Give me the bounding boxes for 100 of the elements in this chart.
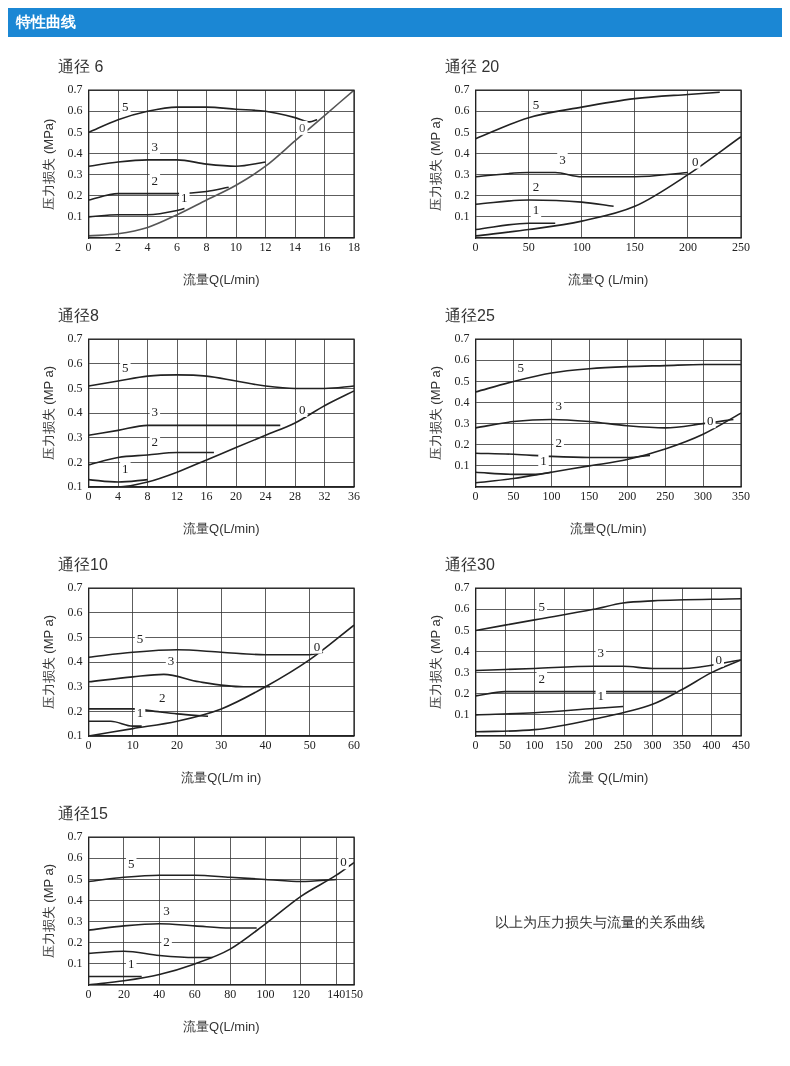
x-axis-title: 流量 Q(L/min) [568,769,649,785]
series-label: 2 [158,690,166,706]
y-tick-label: 0.6 [67,355,83,370]
y-tick-label: 0.4 [67,405,83,420]
y-axis-title: 压力损失 (MP a) [428,365,444,461]
y-tick-label: 0.5 [67,124,83,139]
y-tick-label: 0.4 [454,145,470,160]
y-tick-label: 0.2 [67,187,83,202]
x-tick-label: 4 [144,240,151,255]
series-label: 2 [163,934,170,950]
series-label: 3 [167,653,175,669]
y-tick-label: 0.3 [454,664,470,679]
series-label: 2 [538,670,546,686]
series-label: 3 [163,902,170,918]
series-label: 5 [517,360,525,376]
series-label: 3 [151,404,159,420]
x-tick-label: 6 [174,240,181,255]
x-tick-label: 100 [542,489,561,504]
series-label: 1 [181,189,188,205]
x-tick-label: 350 [732,489,750,504]
y-tick-label: 0.4 [454,394,470,409]
x-tick-label: 8 [203,240,210,255]
x-tick-label: 50 [507,489,520,504]
y-tick-label: 0.3 [67,166,83,181]
x-tick-label: 150 [625,240,644,255]
x-tick-label: 250 [732,240,750,255]
y-axis-title: 压力损失 (MP a) [41,365,57,461]
x-axis-title: 流量Q(L/min) [183,271,260,287]
x-tick-label: 20 [117,987,130,1002]
series-label: 3 [597,645,605,661]
x-tick-label: 150 [345,987,363,1002]
x-tick-label: 14 [289,240,302,255]
y-tick-label: 0.6 [454,103,470,118]
x-tick-label: 450 [732,738,750,753]
y-tick-label: 0.7 [67,331,83,346]
series-label: 5 [122,98,129,114]
chart-title: 通径 6 [58,57,105,77]
x-axis-title: 流量Q(L/min) [183,520,260,536]
x-tick-label: 12 [259,240,272,255]
y-tick-label: 0.1 [454,209,470,224]
chart-title: 通径25 [445,306,496,326]
y-tick-label: 0.1 [67,956,83,971]
y-tick-label: 0.1 [67,209,83,224]
x-axis-title: 流量Q(L/m in) [181,769,262,785]
x-tick-label: 0 [85,738,92,753]
x-tick-label: 200 [678,240,697,255]
x-tick-label: 28 [289,489,302,504]
series-label: 0 [715,651,723,667]
y-tick-label: 0.7 [67,82,83,97]
y-tick-label: 0.6 [454,601,470,616]
x-tick-label: 100 [572,240,591,255]
series-label: 0 [707,413,714,429]
x-tick-label: 0 [85,987,92,1002]
series-label: 3 [555,398,562,414]
chart-title: 通径 20 [445,57,501,77]
x-tick-label: 200 [584,738,603,753]
y-tick-label: 0.4 [67,654,83,669]
x-tick-label: 16 [318,240,331,255]
x-tick-label: 0 [472,489,479,504]
y-tick-label: 0.2 [454,685,470,700]
y-tick-label: 0.2 [454,187,470,202]
series-label: 1 [532,202,540,218]
y-tick-label: 0.1 [454,707,470,722]
x-tick-label: 8 [144,489,151,504]
x-tick-label: 36 [348,489,360,504]
x-tick-label: 60 [348,738,360,753]
y-tick-label: 0.5 [67,629,83,644]
y-axis-title: 压力损失 (MP a) [428,116,444,212]
series-label: 1 [136,705,144,721]
y-tick-label: 0.3 [67,429,83,444]
y-axis-title: 压力损失 (MP a) [41,863,57,959]
x-tick-label: 40 [153,987,166,1002]
y-tick-label: 0.1 [67,479,83,494]
y-tick-label: 0.2 [67,703,83,718]
x-tick-label: 18 [348,240,360,255]
series-label: 2 [151,172,159,188]
x-tick-label: 0 [85,489,92,504]
x-tick-label: 4 [115,489,122,504]
y-tick-label: 0.4 [67,892,83,907]
x-tick-label: 140 [327,987,346,1002]
x-tick-label: 24 [259,489,272,504]
y-tick-label: 0.3 [67,678,83,693]
chart-title: 通径15 [58,804,109,824]
x-tick-label: 0 [472,240,479,255]
series-label: 2 [532,178,540,194]
series-label: 1 [122,461,129,477]
series-label: 3 [559,151,566,167]
y-tick-label: 0.5 [67,871,83,886]
chart-title: 通径8 [58,306,100,326]
x-tick-label: 80 [224,987,237,1002]
x-tick-label: 350 [673,738,692,753]
y-tick-label: 0.5 [454,622,470,637]
series-label: 1 [597,687,605,703]
text: 以上为压力损失与流量的关系曲线 [494,914,706,932]
x-tick-label: 50 [522,240,535,255]
series-label: 1 [127,955,135,971]
x-tick-label: 20 [230,489,243,504]
y-axis-title: 压力损失 (MP a) [41,614,57,710]
x-tick-label: 250 [614,738,633,753]
x-tick-label: 30 [215,738,228,753]
